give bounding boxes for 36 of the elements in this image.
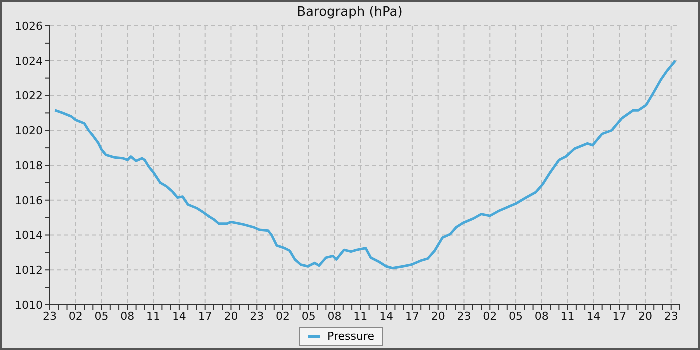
x-tick-label: 02 bbox=[276, 310, 290, 323]
x-tick-label: 14 bbox=[172, 310, 186, 323]
x-tick-label: 05 bbox=[509, 310, 524, 323]
x-tick-label: 02 bbox=[68, 310, 83, 323]
y-tick-label: 1018 bbox=[15, 159, 43, 172]
x-tick-label: 23 bbox=[457, 310, 472, 323]
y-tick-label: 1022 bbox=[15, 90, 43, 103]
x-tick-label: 08 bbox=[534, 310, 549, 323]
x-tick-label: 23 bbox=[250, 310, 264, 323]
x-tick-label: 11 bbox=[560, 310, 575, 323]
x-tick-label: 05 bbox=[94, 310, 109, 323]
y-tick-label: 1010 bbox=[15, 298, 43, 312]
y-tick-label: 1024 bbox=[15, 54, 43, 68]
x-tick-label: 05 bbox=[302, 310, 316, 323]
y-tick-label: 1016 bbox=[15, 194, 43, 208]
x-tick-label: 17 bbox=[405, 310, 420, 323]
y-tick-label: 1020 bbox=[15, 124, 43, 138]
x-tick-label: 17 bbox=[612, 310, 627, 323]
x-tick-label: 23 bbox=[664, 310, 678, 323]
x-tick-label: 20 bbox=[224, 310, 238, 323]
x-tick-label: 11 bbox=[146, 310, 161, 323]
x-tick-label: 08 bbox=[328, 310, 342, 323]
x-tick-label: 11 bbox=[354, 310, 368, 323]
x-tick-label: 08 bbox=[120, 310, 135, 323]
y-tick-label: 1012 bbox=[15, 264, 43, 278]
x-tick-label: 14 bbox=[380, 310, 394, 323]
x-tick-label: 14 bbox=[586, 310, 601, 323]
x-tick-label: 02 bbox=[483, 310, 498, 323]
x-tick-label: 17 bbox=[198, 310, 212, 323]
y-tick-label: 1014 bbox=[15, 229, 43, 242]
x-tick-label: 20 bbox=[638, 310, 652, 323]
y-tick-label: 1026 bbox=[15, 20, 43, 33]
chart-title: Barograph (hPa) bbox=[296, 5, 404, 20]
legend-label: Pressure bbox=[328, 330, 374, 343]
x-tick-label: 23 bbox=[43, 310, 57, 323]
x-tick-label: 20 bbox=[431, 310, 446, 323]
